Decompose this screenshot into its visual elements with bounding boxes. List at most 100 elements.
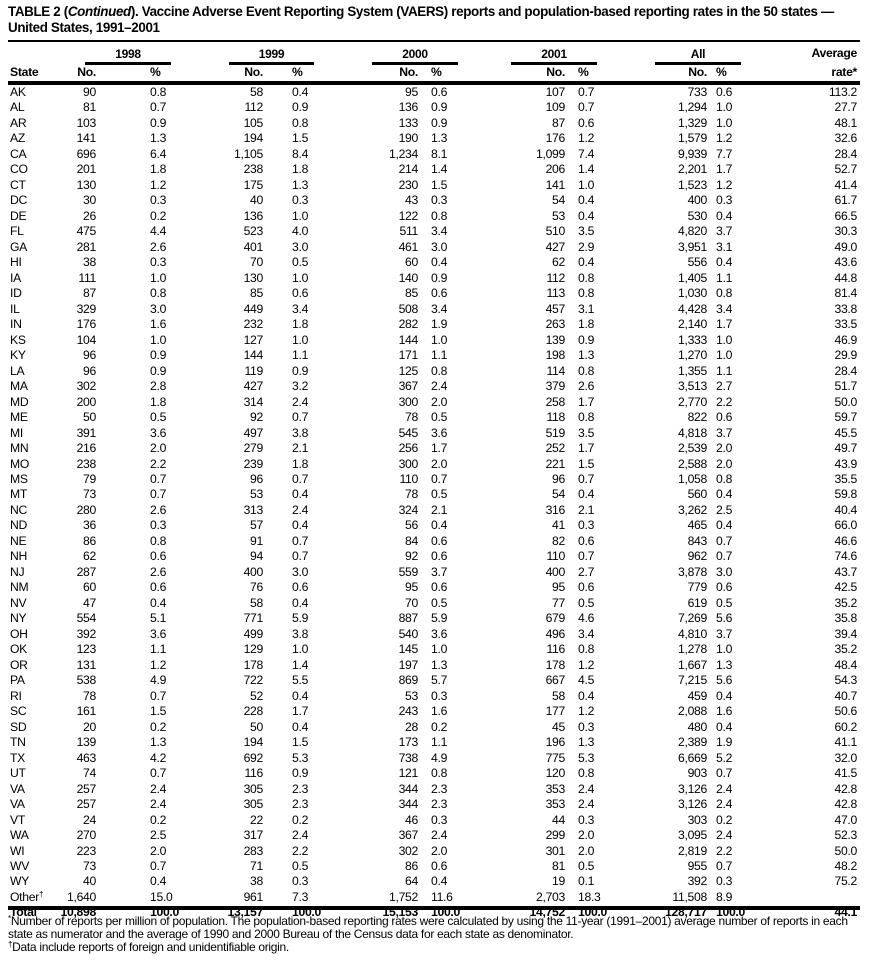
cell-pct-1999: 1.5 <box>292 131 309 146</box>
cell-pct-2001: 1.2 <box>578 657 595 672</box>
cell-pct-all: 2.7 <box>716 379 733 394</box>
cell-pct-1998: 0.2 <box>150 208 167 223</box>
cell-no-all: 1,030 <box>678 286 707 301</box>
cell-pct-1999: 1.0 <box>292 332 309 347</box>
cell-no-1998: 38 <box>83 255 96 270</box>
cell-pct-1999: 0.7 <box>292 472 309 486</box>
cell-pct-2001: 2.0 <box>578 828 595 843</box>
cell-pct-1998: 2.4 <box>150 781 167 796</box>
cell-pct-2000: 2.0 <box>431 394 448 409</box>
cell-pct-all: 1.0 <box>716 115 733 130</box>
cell-state: NY <box>10 611 27 626</box>
cell-no-1999: 22 <box>250 812 263 827</box>
cell-no-all: 560 <box>687 487 708 502</box>
cell-no-1999: 175 <box>243 177 264 192</box>
cell-no-1998: 201 <box>76 162 97 177</box>
table-row: MS 79 0.7 96 0.7 110 0.7 96 0.7 1,058 0.8 35.5 <box>0 472 870 487</box>
table-row: IL 329 3.0 449 3.4 508 3.4 457 3.1 4,428 3.4 33.8 <box>0 302 870 317</box>
cell-avg-rate: 40.7 <box>834 688 857 703</box>
cell-no-all: 1,278 <box>678 642 707 657</box>
cell-no-1998: 538 <box>76 673 97 688</box>
cell-no-all: 1,294 <box>678 100 707 115</box>
table-row: VA 257 2.4 305 2.3 344 2.3 353 2.4 3,126 2.4 42.8 <box>0 797 870 812</box>
cell-no-2000: 344 <box>398 781 419 796</box>
cell-pct-1998: 3.6 <box>150 425 167 440</box>
cell-no-1998: 257 <box>76 781 97 796</box>
cell-no-1998: 216 <box>76 441 97 456</box>
table-row: NY 554 5.1 771 5.9 887 5.9 679 4.6 7,269 5.6 35.8 <box>0 611 870 626</box>
cell-pct-2001: 3.5 <box>578 425 595 440</box>
cell-pct-all: 0.7 <box>716 549 733 564</box>
cell-avg-rate: 41.5 <box>834 766 857 781</box>
cell-no-all: 3,095 <box>678 828 707 843</box>
cell-pct-2001: 0.8 <box>578 410 595 425</box>
cell-no-1999: 401 <box>243 239 264 254</box>
cell-pct-1999: 3.4 <box>292 301 309 316</box>
table-row: WV 73 0.7 71 0.5 86 0.6 81 0.5 955 0.7 48.2 <box>0 859 870 874</box>
cell-pct-1999: 4.0 <box>292 224 309 239</box>
cell-no-1998: 223 <box>76 843 97 858</box>
cell-pct-1999: 1.3 <box>292 177 309 192</box>
cell-pct-2001: 2.9 <box>578 239 595 254</box>
cell-no-all: 1,329 <box>678 115 707 130</box>
cell-no-1998: 130 <box>76 177 97 192</box>
cell-pct-2000: 3.6 <box>431 626 448 641</box>
cell-no-1998: 111 <box>78 270 96 285</box>
table-row: AR 103 0.9 105 0.8 133 0.9 87 0.6 1,329 1.0 48.1 <box>0 116 870 131</box>
header-rule <box>8 81 860 85</box>
cell-no-1999: 50 <box>250 719 263 734</box>
cell-pct-1999: 2.2 <box>292 843 309 858</box>
cell-no-1999: 232 <box>243 317 264 332</box>
cell-pct-2001: 1.3 <box>578 348 595 363</box>
cell-pct-1998: 0.7 <box>150 688 167 703</box>
table-row: OR 131 1.2 178 1.4 197 1.3 178 1.2 1,667 1.3 48.4 <box>0 658 870 673</box>
cell-no-2001: 178 <box>545 657 566 672</box>
cell-no-1999: 129 <box>243 642 264 657</box>
cell-pct-2001: 0.8 <box>578 286 595 301</box>
cell-state: TN <box>10 735 26 750</box>
cell-avg-rate: 66.0 <box>834 518 857 533</box>
cell-pct-1998: 0.7 <box>150 859 167 873</box>
cell-pct-1998: 1.5 <box>150 704 167 719</box>
cell-state: KS <box>10 332 26 347</box>
cell-no-1998: 554 <box>76 611 97 626</box>
cell-no-2000: 302 <box>398 843 419 858</box>
cell-no-2000: 324 <box>398 502 419 517</box>
cell-no-2001: 95 <box>552 580 565 595</box>
group-2001: 2001 <box>541 47 567 61</box>
cell-no-all: 303 <box>687 812 708 827</box>
cell-state: SD <box>10 719 27 734</box>
cell-pct-1999: 0.8 <box>292 115 309 130</box>
cell-state: KY <box>10 348 26 363</box>
cell-pct-1999: 7.3 <box>292 889 309 904</box>
cell-no-all: 2,819 <box>678 843 707 858</box>
cell-pct-1998: 0.8 <box>150 85 167 99</box>
cell-pct-1998: 0.9 <box>150 115 167 130</box>
footnote-text: Data include reports of foreign and unid… <box>12 940 289 954</box>
table-row: MD 200 1.8 314 2.4 300 2.0 258 1.7 2,770 2.2 50.0 <box>0 395 870 410</box>
cell-pct-1998: 0.2 <box>150 812 167 827</box>
cell-pct-2000: 1.3 <box>431 657 448 672</box>
cell-pct-1998: 0.4 <box>150 874 167 889</box>
cell-pct-2001: 0.4 <box>578 255 595 270</box>
cell-pct-2000: 0.4 <box>431 874 448 889</box>
table-row: ND 36 0.3 57 0.4 56 0.4 41 0.3 465 0.4 66.0 <box>0 518 870 533</box>
cell-pct-all: 2.4 <box>716 797 733 812</box>
table-row: NV 47 0.4 58 0.4 70 0.5 77 0.5 619 0.5 35.2 <box>0 596 870 611</box>
cell-pct-all: 1.2 <box>716 177 733 192</box>
cell-state: UT <box>10 766 26 781</box>
table-row: UT 74 0.7 116 0.9 121 0.8 120 0.8 903 0.7 41.5 <box>0 766 870 781</box>
cell-pct-all: 1.0 <box>716 348 733 363</box>
cell-no-all: 2,389 <box>678 735 707 750</box>
cell-no-2001: 299 <box>545 828 566 843</box>
cell-pct-1999: 5.5 <box>292 673 309 688</box>
cell-state: NM <box>10 580 29 595</box>
table-row: HI 38 0.3 70 0.5 60 0.4 62 0.4 556 0.4 43.6 <box>0 255 870 270</box>
table-row: NJ 287 2.6 400 3.0 559 3.7 400 2.7 3,878 3.0 43.7 <box>0 565 870 580</box>
table-row: KY 96 0.9 144 1.1 171 1.1 198 1.3 1,270 1.0 29.9 <box>0 348 870 363</box>
cell-no-1999: 58 <box>250 85 263 99</box>
cell-pct-1998: 2.8 <box>150 379 167 394</box>
cell-pct-1998: 1.3 <box>150 131 167 146</box>
table-row: SC 161 1.5 228 1.7 243 1.6 177 1.2 2,088 1.6 50.6 <box>0 704 870 719</box>
cell-state: ME <box>10 410 28 425</box>
